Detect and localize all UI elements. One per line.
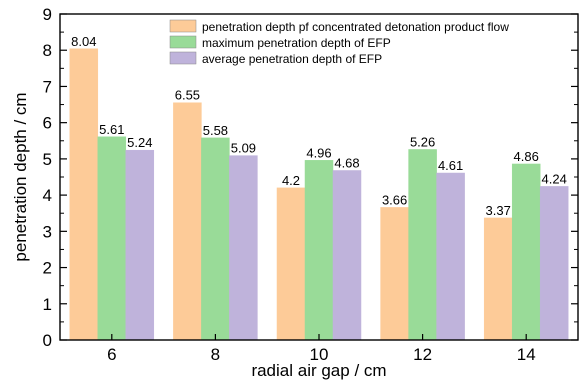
data-label-s1-c4: 4.86 xyxy=(514,149,539,164)
data-label-s2-c4: 4.24 xyxy=(542,171,567,186)
y-tick-label: 6 xyxy=(43,114,52,133)
bar-s2-c2 xyxy=(332,170,362,341)
x-tick-label: 14 xyxy=(517,345,536,364)
bar-s0-c3 xyxy=(380,207,409,341)
data-label-s2-c1: 5.09 xyxy=(231,141,256,156)
data-label-s0-c4: 3.37 xyxy=(486,203,511,218)
y-tick-label: 8 xyxy=(43,41,52,60)
data-label-s1-c1: 5.58 xyxy=(203,123,228,138)
y-tick-label: 9 xyxy=(43,5,52,24)
legend-swatch-2 xyxy=(169,51,197,65)
y-tick-label: 1 xyxy=(43,295,52,314)
bar-s1-c4 xyxy=(511,163,541,341)
data-label-s2-c2: 4.68 xyxy=(334,155,359,170)
legend-label-2: average penetration depth of EFP xyxy=(202,52,382,66)
legend: penetration depth pf concentrated detona… xyxy=(169,19,509,66)
y-tick-label: 4 xyxy=(43,186,52,205)
bar-s2-c1 xyxy=(229,155,258,341)
legend-swatch-0 xyxy=(169,19,197,33)
data-label-s1-c3: 5.26 xyxy=(410,134,435,149)
y-tick-label: 2 xyxy=(43,259,52,278)
bar-s0-c0 xyxy=(69,48,99,341)
y-tick-label: 5 xyxy=(43,150,52,169)
bar-s0-c2 xyxy=(276,187,306,341)
data-label-s2-c3: 4.61 xyxy=(438,158,463,173)
data-label-s0-c1: 6.55 xyxy=(175,88,200,103)
bar-s1-c0 xyxy=(97,136,127,341)
x-tick-label: 6 xyxy=(107,345,116,364)
data-labels-layer: 8.04 5.615.24 6.55 5.585.09 4.2 4.964.68 3.66 5… xyxy=(71,34,567,218)
y-tick-label: 0 xyxy=(43,331,52,350)
data-label-s0-c2: 4.2 xyxy=(282,173,300,188)
y-tick-label: 7 xyxy=(43,77,52,96)
bar-s1-c3 xyxy=(408,149,437,341)
bar-s1-c2 xyxy=(304,160,334,341)
data-label-s0-c0: 8.04 xyxy=(71,34,96,49)
bar-s0-c1 xyxy=(173,102,202,341)
data-label-s0-c3: 3.66 xyxy=(382,192,407,207)
x-tick-label: 8 xyxy=(211,345,220,364)
bar-s2-c3 xyxy=(436,172,465,341)
data-label-s1-c0: 5.61 xyxy=(99,122,124,137)
x-axis-title: radial air gap / cm xyxy=(251,361,386,380)
x-tick-label: 10 xyxy=(310,345,329,364)
y-axis-title: penetration depth / cm xyxy=(11,92,30,261)
x-tick-label: 12 xyxy=(413,345,432,364)
legend-label-1: maximum penetration depth of EFP xyxy=(202,36,391,50)
bars-layer xyxy=(69,48,569,341)
data-label-s1-c2: 4.96 xyxy=(306,145,331,160)
data-label-s2-c0: 5.24 xyxy=(127,135,152,150)
bar-s1-c1 xyxy=(201,137,230,341)
y-tick-label: 3 xyxy=(43,222,52,241)
bar-s2-c0 xyxy=(125,149,155,341)
bar-s0-c4 xyxy=(483,217,513,341)
legend-label-0: penetration depth pf concentrated detona… xyxy=(202,20,509,34)
legend-swatch-1 xyxy=(169,35,197,49)
bar-s2-c4 xyxy=(539,186,569,341)
